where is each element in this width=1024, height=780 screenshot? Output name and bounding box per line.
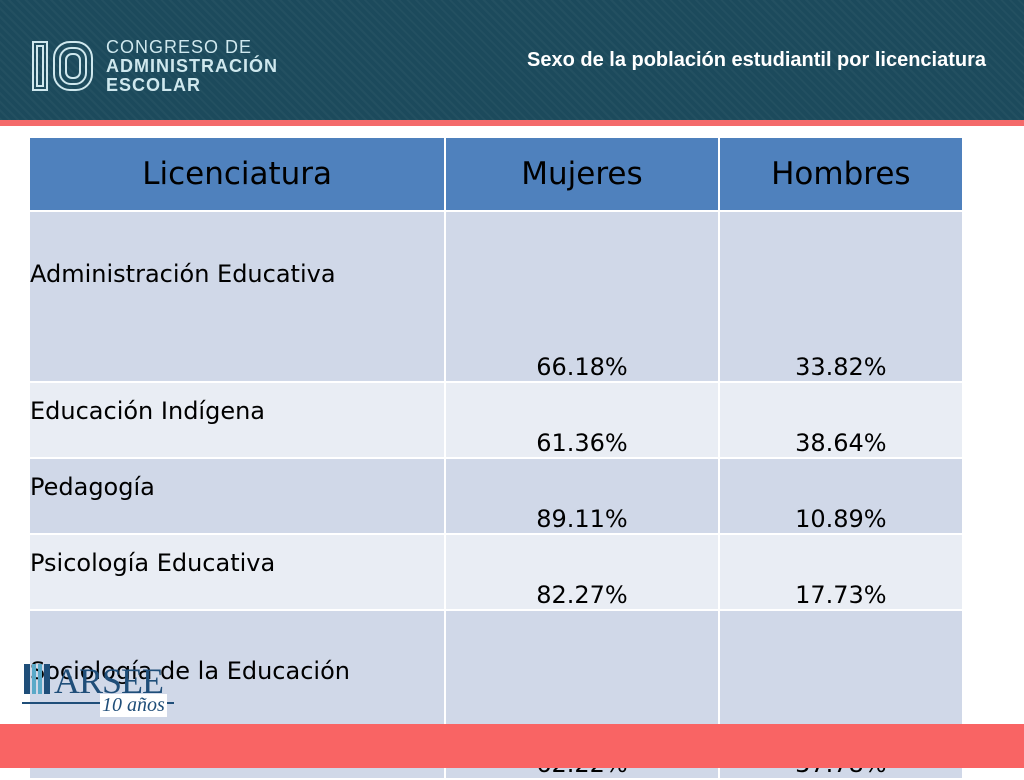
logo-line-1: CONGRESO DE (106, 36, 253, 57)
cell-licenciatura: Educación Indígena (27, 381, 447, 459)
cell-hombres: 17.73% (717, 533, 965, 611)
cell-mujeres: 61.36% (444, 381, 720, 459)
cell-licenciatura: Pedagogía (27, 457, 447, 535)
slide-title: Sexo de la población estudiantil por lic… (527, 49, 986, 71)
arsee-underline (22, 702, 174, 704)
footer-bar (0, 724, 1024, 768)
cell-hombres: 33.82% (717, 210, 965, 383)
table-row: Psicología Educativa 82.27% 17.73% (27, 533, 965, 611)
congress-logo-text: CONGRESO DE ADMINISTRACIÓN ESCOLAR (106, 36, 278, 95)
arsee-tagline: 10 años (100, 694, 167, 717)
cell-mujeres: 82.27% (444, 533, 720, 611)
table-row: Pedagogía 89.11% 10.89% (27, 457, 965, 535)
header-banner: CONGRESO DE ADMINISTRACIÓN ESCOLAR Sexo … (0, 0, 1024, 120)
table-row: Educación Indígena 61.36% 38.64% (27, 381, 965, 459)
congress-10-logo-icon (32, 41, 93, 91)
table-row: Administración Educativa 66.18% 33.82% (27, 210, 965, 383)
congress-logo: CONGRESO DE ADMINISTRACIÓN ESCOLAR (30, 36, 278, 96)
cell-mujeres: 66.18% (444, 210, 720, 383)
column-header-licenciatura: Licenciatura (27, 136, 447, 212)
header-accent-stripe (0, 120, 1024, 126)
column-header-hombres: Hombres (717, 136, 965, 212)
cell-hombres: 38.64% (717, 381, 965, 459)
cell-licenciatura: Administración Educativa (27, 210, 447, 383)
cell-mujeres: 89.11% (444, 457, 720, 535)
logo-line-2: ADMINISTRACIÓN (106, 55, 278, 76)
logo-line-3: ESCOLAR (106, 74, 202, 95)
arsee-columns-icon (24, 664, 50, 694)
arsee-logo: ARSEE 10 años (22, 660, 182, 720)
cell-licenciatura: Psicología Educativa (27, 533, 447, 611)
cell-hombres: 10.89% (717, 457, 965, 535)
table-header-row: Licenciatura Mujeres Hombres (27, 136, 965, 212)
column-header-mujeres: Mujeres (444, 136, 720, 212)
